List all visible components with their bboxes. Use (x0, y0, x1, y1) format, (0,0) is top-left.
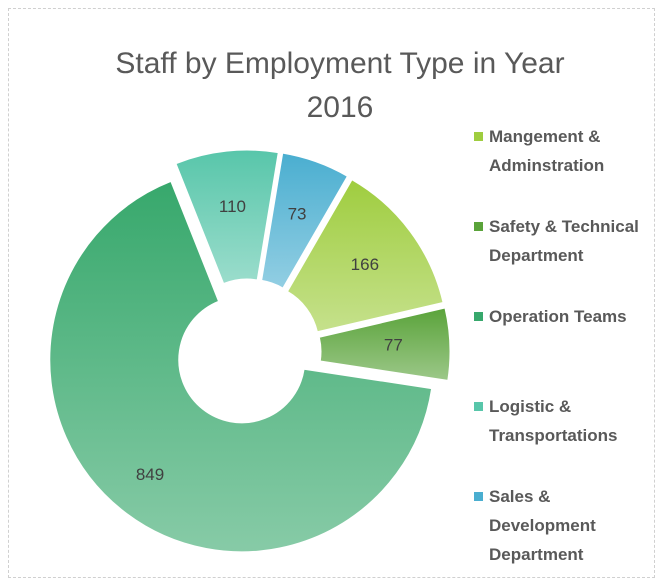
donut-slice (49, 180, 433, 553)
legend-swatch (474, 132, 483, 141)
donut-slice (261, 152, 349, 289)
donut-slice (175, 149, 279, 285)
legend-label: Operation Teams (489, 307, 627, 326)
legend-label: Sales & Development Department (489, 487, 596, 564)
donut-slice (318, 307, 451, 381)
chart: 166 77 849 110 73 (49, 149, 451, 553)
legend-swatch (474, 402, 483, 411)
legend-label: Safety & Technical Department (489, 217, 639, 265)
page: {"chart_data": {"type": "donut", "title"… (8, 8, 655, 578)
data-label: 77 (384, 336, 403, 355)
data-label: 166 (351, 255, 379, 274)
legend-swatch (474, 492, 483, 501)
chart-title: Staff by Employment Type in Year 2016 (115, 47, 565, 124)
legend-swatch (474, 312, 483, 321)
legend-label: Mangement & Adminstration (489, 127, 605, 175)
data-label: 849 (136, 465, 164, 484)
data-label: 110 (219, 197, 246, 216)
data-label: 73 (288, 204, 307, 223)
donut-slice (286, 179, 444, 333)
legend-label: Logistic & Transportations (489, 397, 618, 445)
legend-swatch (474, 222, 483, 231)
